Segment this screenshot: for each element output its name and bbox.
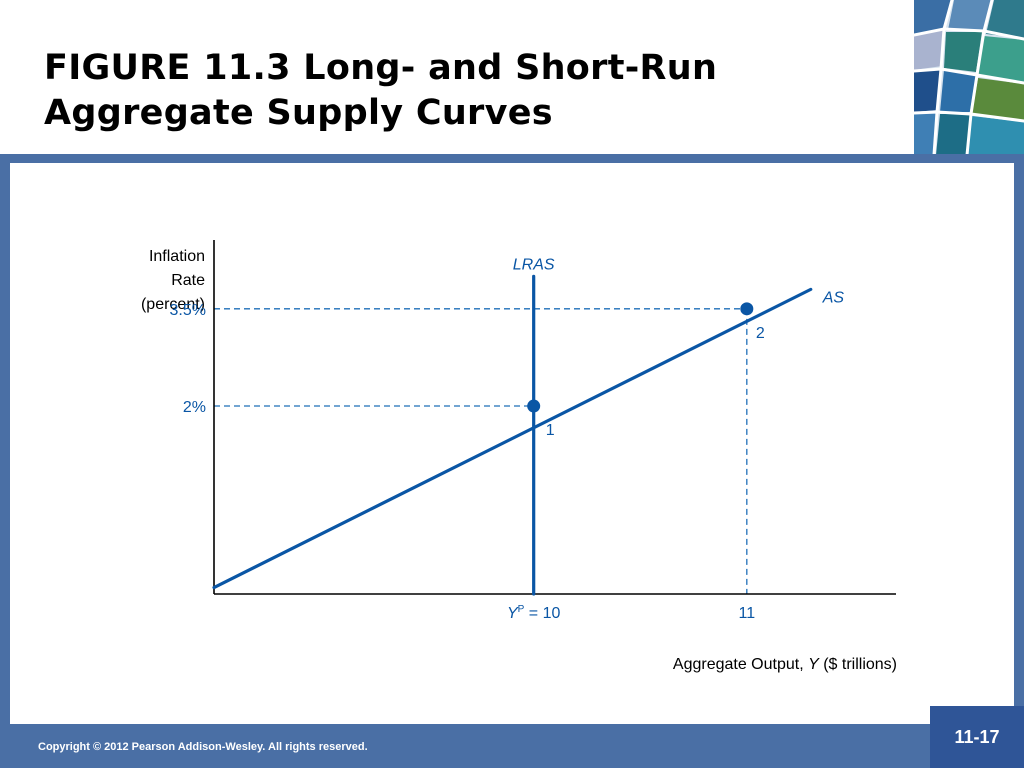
x-axis-title-suffix: ($ trillions) [819, 656, 897, 673]
title-line-2: Aggregate Supply Curves [44, 93, 553, 133]
data-point [740, 302, 754, 316]
y-tick-label: 2% [183, 399, 206, 416]
point-label: 1 [546, 422, 555, 439]
point-label: 2 [756, 325, 765, 342]
labels: LRAS AS 1 2 3.5% 2% YP = 10 11 [170, 256, 845, 622]
decorative-mosaic [914, 0, 1024, 155]
y-axis-title-line: Rate [171, 272, 205, 289]
footer-bar: Copyright © 2012 Pearson Addison-Wesley.… [0, 734, 1024, 768]
reference-lines [214, 308, 748, 594]
x-axis-title-prefix: Aggregate Output, [673, 656, 808, 673]
page-number: 11-17 [930, 706, 1024, 768]
x-tick-superscript: P [518, 604, 525, 615]
slide-title: FIGURE 11.3 Long- and Short-Run Aggregat… [44, 46, 717, 136]
series [212, 274, 813, 596]
x-axis-title-variable: Y [808, 656, 820, 673]
x-tick-label: YP = 10 [507, 604, 560, 622]
series-label-lras: LRAS [513, 256, 555, 273]
y-axis-title: Inflation Rate (percent) [141, 248, 205, 313]
x-tick-label: 11 [739, 605, 756, 622]
series-line-as [212, 287, 813, 590]
axes [213, 240, 896, 595]
chart: Inflation Rate (percent) Aggregate Outpu… [141, 240, 897, 673]
y-axis-title-line: (percent) [141, 296, 205, 313]
y-tick-label: 3.5% [170, 302, 206, 319]
x-axis-title: Aggregate Output, Y ($ trillions) [673, 656, 897, 673]
title-line-1: FIGURE 11.3 Long- and Short-Run [44, 48, 718, 88]
x-tick-variable: Y [507, 605, 519, 622]
series-label-as: AS [822, 289, 845, 306]
x-tick-value: = 10 [524, 605, 560, 622]
data-point [527, 399, 541, 413]
figure-panel: Inflation Rate (percent) Aggregate Outpu… [10, 163, 1014, 724]
slide-frame: Inflation Rate (percent) Aggregate Outpu… [0, 154, 1024, 734]
copyright-text: Copyright © 2012 Pearson Addison-Wesley.… [38, 741, 368, 753]
points [527, 302, 754, 413]
y-axis-title-line: Inflation [149, 248, 205, 265]
